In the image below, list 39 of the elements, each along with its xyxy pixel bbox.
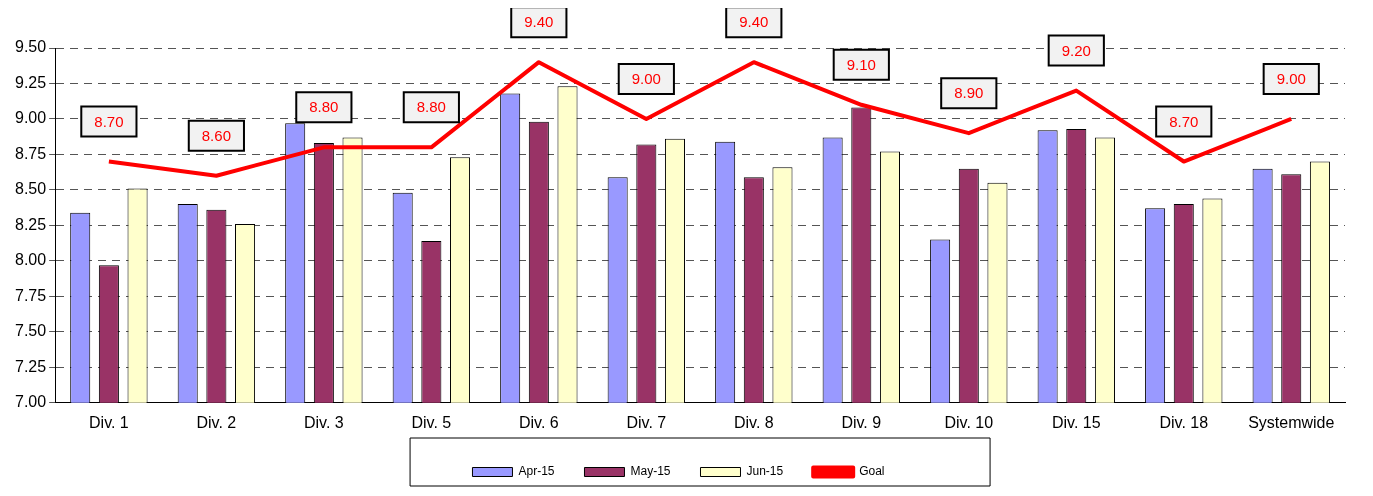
data-label: 8.90 <box>954 84 984 102</box>
y-tick-label: 9.50 <box>15 38 47 56</box>
legend-label: Goal <box>859 464 885 479</box>
x-tick-label: Div. 6 <box>518 413 559 431</box>
y-tick-label: 7.00 <box>15 393 47 411</box>
data-label: 8.60 <box>201 126 231 144</box>
data-label: 9.00 <box>631 70 661 88</box>
x-tick-label: Div. 5 <box>411 413 452 431</box>
data-label: 9.40 <box>524 13 554 31</box>
data-label: 9.00 <box>1276 70 1306 88</box>
data-label: 9.40 <box>739 13 769 31</box>
x-tick-label: Div. 3 <box>304 413 344 431</box>
legend-label: May-15 <box>630 464 671 479</box>
y-tick-label: 7.75 <box>15 286 47 304</box>
legend-label: Apr-15 <box>518 464 555 479</box>
x-tick-label: Systemwide <box>1248 413 1335 431</box>
data-label: 8.80 <box>309 98 339 116</box>
y-tick-label: 8.50 <box>15 180 47 198</box>
legend-label: Jun-15 <box>746 464 784 479</box>
x-tick-label: Div. 8 <box>733 413 774 431</box>
x-tick-label: Div. 2 <box>196 413 237 431</box>
x-tick-label: Div. 18 <box>1159 413 1209 431</box>
data-label: 9.20 <box>1061 41 1091 59</box>
data-label: 9.10 <box>846 55 876 73</box>
y-tick-label: 7.25 <box>15 357 47 375</box>
x-tick-label: Div. 9 <box>841 413 882 431</box>
y-tick-label: 9.25 <box>15 73 47 91</box>
y-tick-label: 8.00 <box>15 251 47 269</box>
data-label: 8.70 <box>94 112 124 130</box>
data-label: 8.70 <box>1169 112 1199 130</box>
data-label: 8.80 <box>416 98 446 116</box>
x-tick-label: Div. 15 <box>1051 413 1101 431</box>
y-tick-label: 9.00 <box>15 109 47 127</box>
x-tick-label: Div. 10 <box>944 413 994 431</box>
y-tick-label: 7.50 <box>15 322 47 340</box>
y-tick-label: 8.25 <box>15 215 47 233</box>
x-tick-label: Div. 7 <box>626 413 667 431</box>
y-tick-label: 8.75 <box>15 144 47 162</box>
x-tick-label: Div. 1 <box>89 413 129 431</box>
